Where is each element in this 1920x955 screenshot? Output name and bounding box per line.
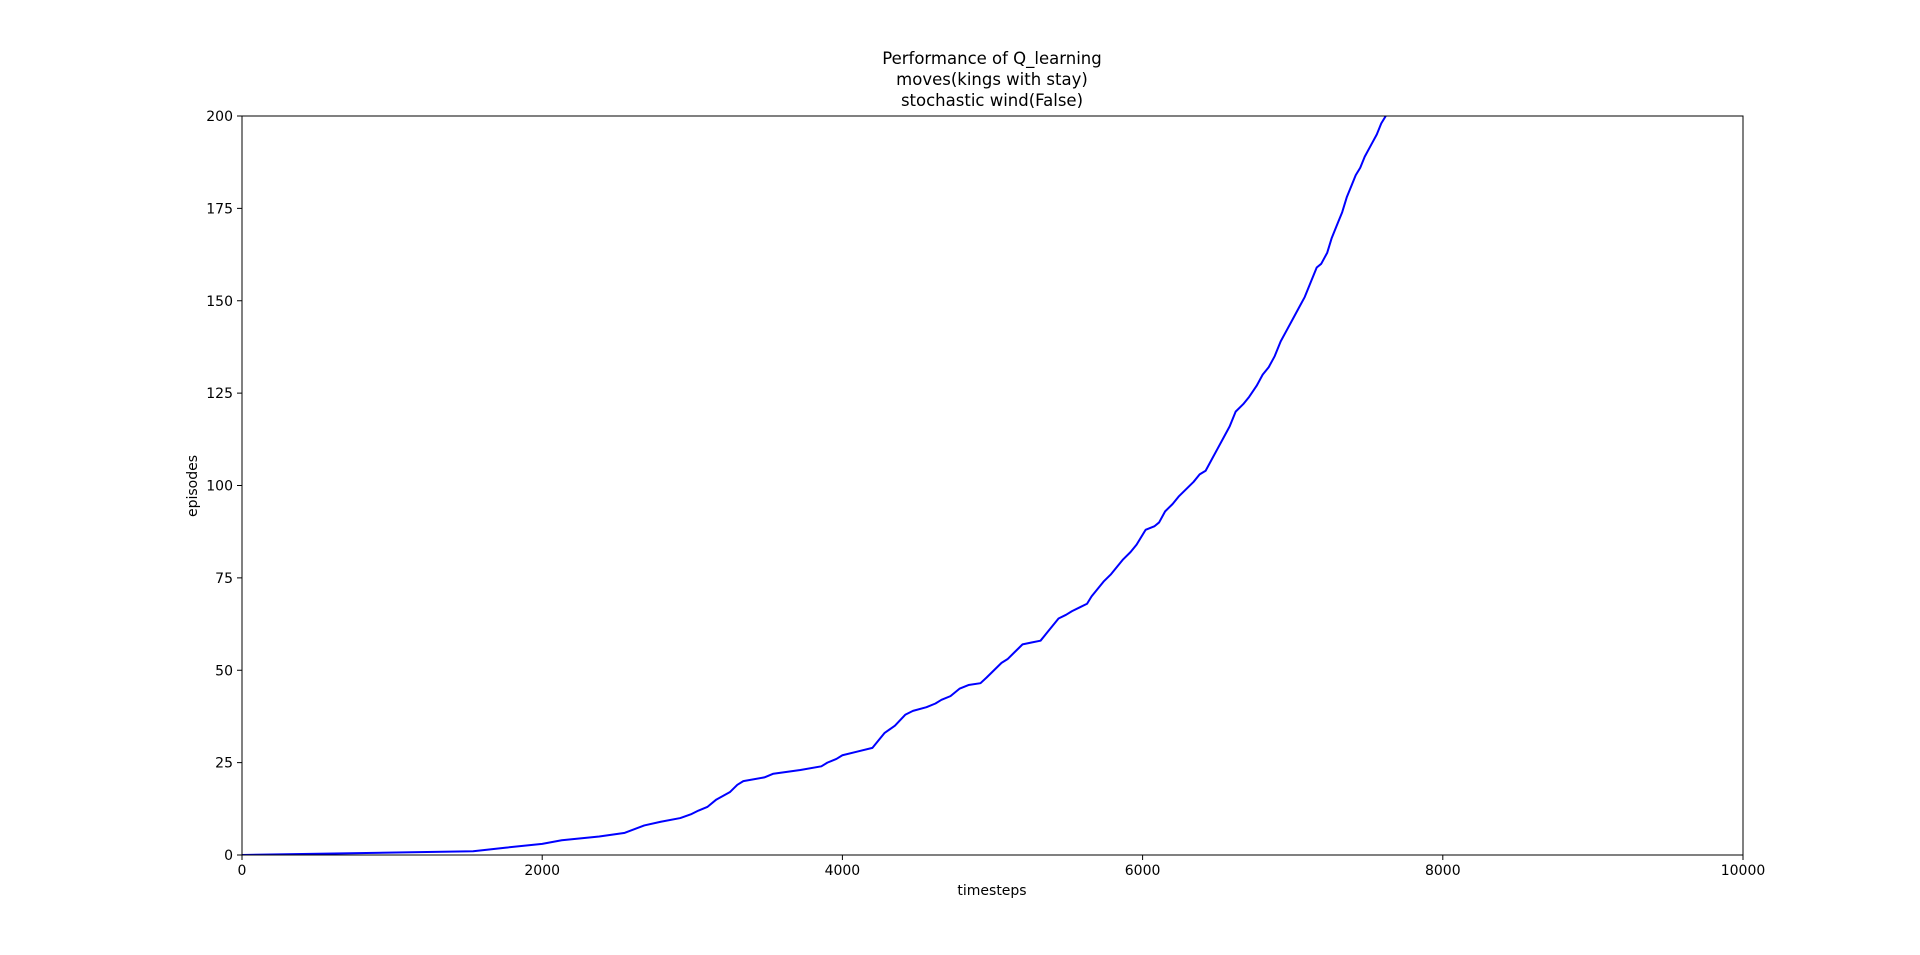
x-tick-label: 6000: [1125, 863, 1161, 879]
y-tick-label: 0: [224, 848, 233, 864]
y-tick-label: 175: [206, 201, 233, 217]
y-axis-label: episodes: [185, 455, 201, 517]
y-tick-label: 125: [206, 386, 233, 402]
chart-title-line-2: moves(kings with stay): [896, 70, 1088, 89]
y-tick-label: 200: [206, 109, 233, 125]
y-tick-label: 100: [206, 479, 233, 495]
y-tick-label: 150: [206, 294, 233, 310]
x-axis-label: timesteps: [957, 883, 1026, 899]
series-line: [242, 116, 1387, 855]
y-tick-label: 25: [215, 756, 233, 772]
x-tick-label: 10000: [1721, 863, 1766, 879]
chart-title-line-1: Performance of Q_learning: [882, 49, 1102, 69]
y-tick-label: 50: [215, 663, 233, 679]
plot-series: [242, 116, 1387, 855]
x-tick-label: 2000: [524, 863, 560, 879]
chart-title: Performance of Q_learning moves(kings wi…: [882, 49, 1102, 110]
x-tick-label: 8000: [1425, 863, 1461, 879]
plot-area-frame: [241, 115, 1744, 856]
chart-title-line-3: stochastic wind(False): [901, 91, 1083, 110]
y-tick-label: 75: [215, 571, 233, 587]
x-tick-label: 0: [238, 863, 247, 879]
x-tick-label: 4000: [825, 863, 861, 879]
axis-ticks: 0 2000 4000 6000 8000 10000 0 25 50 75 100 125 150 17…: [206, 109, 1765, 879]
